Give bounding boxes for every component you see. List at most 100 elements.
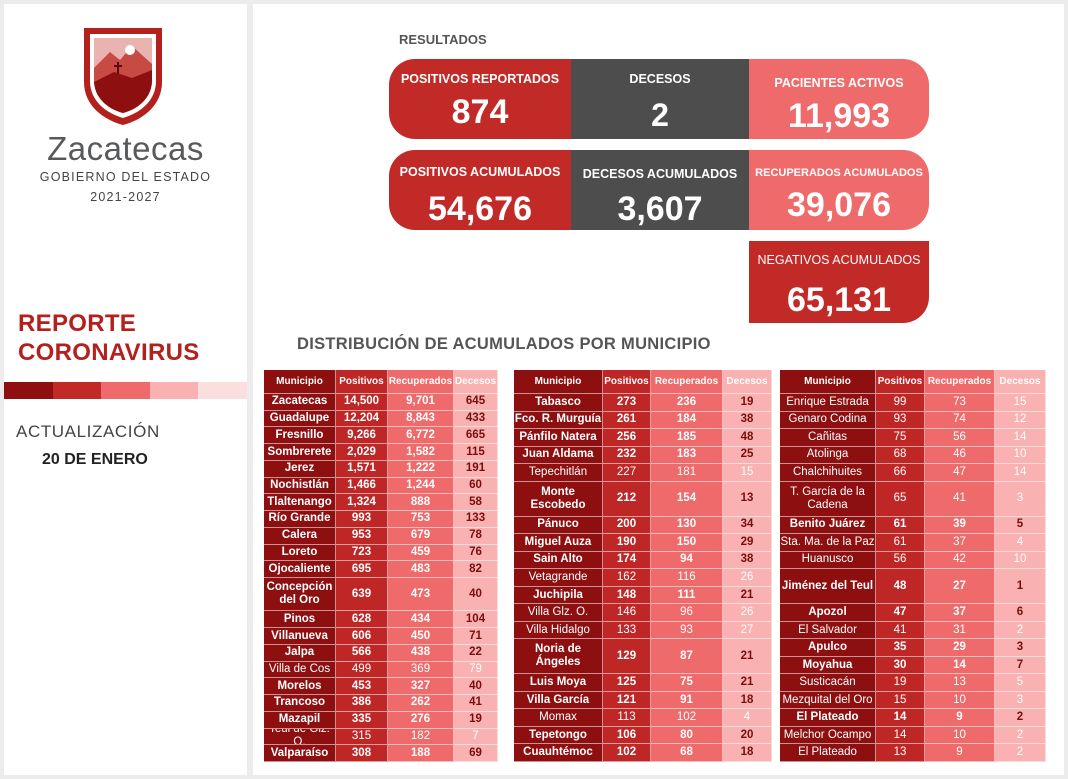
cell-recuperados: 8,843 [388, 410, 454, 428]
cell-recuperados: 80 [651, 726, 723, 745]
table-row: Miguel Auza 190 150 29 [514, 534, 772, 552]
cell-municipio: Villa García [514, 691, 603, 710]
cell-recuperados: 29 [925, 639, 995, 657]
cell-municipio: Morelos [264, 678, 336, 696]
cell-recuperados: 184 [651, 411, 723, 430]
cell-decesos: 7 [454, 728, 498, 746]
update-date: 20 DE ENERO [42, 451, 148, 468]
cell-decesos: 18 [723, 691, 772, 710]
distribution-title: DISTRIBUCIÓN DE ACUMULADOS POR MUNICIPIO [297, 335, 711, 353]
cell-municipio: Calera [264, 527, 336, 545]
cell-recuperados: 42 [925, 551, 995, 570]
cell-municipio: El Plateado [780, 744, 876, 762]
cell-decesos: 14 [995, 429, 1046, 447]
cell-municipio: Genaro Codina [780, 411, 876, 430]
cell-decesos: 5 [995, 516, 1046, 535]
cell-recuperados: 450 [388, 628, 454, 645]
cell-positivos: 606 [336, 628, 388, 645]
cell-decesos: 2 [995, 621, 1046, 640]
cell-municipio: Villa Glz. O. [514, 604, 603, 622]
cell-decesos: 58 [454, 494, 498, 512]
cell-recuperados: 327 [388, 678, 454, 696]
cell-decesos: 34 [723, 516, 772, 535]
card-value: 65,131 [787, 281, 891, 319]
cell-recuperados: 188 [388, 745, 454, 762]
cell-decesos: 3 [995, 691, 1046, 710]
municipio-table-1: Municipio Positivos Recuperados Decesos Zaca… [264, 370, 498, 762]
cell-decesos: 3 [995, 639, 1046, 657]
cell-recuperados: 276 [388, 711, 454, 729]
cell-recuperados: 182 [388, 728, 454, 746]
table-row: Concepción del Oro 639 473 40 [264, 578, 498, 612]
cell-decesos: 48 [723, 429, 772, 447]
cell-positivos: 566 [336, 644, 388, 662]
cell-recuperados: 130 [651, 516, 723, 535]
cell-positivos: 14 [876, 726, 925, 745]
cell-municipio: Noria de Ángeles [514, 639, 603, 675]
cell-positivos: 308 [336, 745, 388, 762]
stripe-red [52, 382, 102, 399]
cell-positivos: 232 [603, 446, 651, 465]
table-row: Vetagrande 162 116 26 [514, 569, 772, 587]
cell-municipio: Pánfilo Natera [514, 429, 603, 447]
table-row: Noria de Ángeles 129 87 21 [514, 639, 772, 675]
table-row: Ojocaliente 695 483 82 [264, 561, 498, 578]
table-row: Susticacán 19 13 5 [780, 674, 1046, 692]
table-row: Villa Hidalgo 133 93 27 [514, 621, 772, 640]
cell-positivos: 273 [603, 394, 651, 412]
cell-recuperados: 9,701 [388, 394, 454, 411]
table-row: Apulco 35 29 3 [780, 639, 1046, 657]
header-recuperados: Recuperados [388, 370, 454, 394]
cell-positivos: 1,571 [336, 460, 388, 478]
cell-positivos: 93 [876, 411, 925, 430]
cell-recuperados: 96 [651, 604, 723, 622]
cell-recuperados: 262 [388, 695, 454, 712]
color-stripes [4, 382, 247, 399]
cell-decesos: 38 [723, 551, 772, 570]
cell-positivos: 56 [876, 551, 925, 570]
cell-decesos: 433 [454, 410, 498, 428]
cell-municipio: Pinos [264, 611, 336, 629]
table-row: Sain Alto 174 94 38 [514, 551, 772, 570]
table-row: Jiménez del Teul 48 27 1 [780, 569, 1046, 605]
cell-recuperados: 183 [651, 446, 723, 465]
cell-decesos: 25 [723, 446, 772, 465]
table-row: Tabasco 273 236 19 [514, 394, 772, 412]
table-row: Villanueva 606 450 71 [264, 628, 498, 645]
cell-municipio: Mazapil [264, 711, 336, 729]
cell-decesos: 104 [454, 611, 498, 629]
cell-decesos: 21 [723, 586, 772, 605]
cell-decesos: 29 [723, 534, 772, 552]
table-row: Tepetongo 106 80 20 [514, 726, 772, 745]
cell-recuperados: 10 [925, 691, 995, 710]
stripe-medium-red [101, 382, 150, 399]
cell-municipio: Momax [514, 709, 603, 727]
cell-recuperados: 236 [651, 394, 723, 412]
table-header-row: Municipio Positivos Recuperados Decesos [780, 370, 1046, 394]
cell-positivos: 315 [336, 728, 388, 746]
cell-positivos: 212 [603, 481, 651, 517]
header-positivos: Positivos [603, 370, 651, 394]
table-row: Nochistlán 1,466 1,244 60 [264, 477, 498, 495]
cell-decesos: 19 [454, 711, 498, 729]
cell-positivos: 200 [603, 516, 651, 535]
cell-municipio: Jerez [264, 460, 336, 478]
card-pacientes-activos: PACIENTES ACTIVOS 11,993 [749, 59, 929, 139]
cell-positivos: 335 [336, 711, 388, 729]
cell-positivos: 102 [603, 744, 651, 762]
cell-municipio: Cuauhtémoc [514, 744, 603, 762]
cell-municipio: Concepción del Oro [264, 578, 336, 612]
card-value: 54,676 [428, 190, 532, 228]
cell-municipio: Luis Moya [514, 674, 603, 692]
cell-recuperados: 93 [651, 621, 723, 640]
brand-subtitle: GOBIERNO DEL ESTADO [39, 170, 212, 184]
cell-positivos: 48 [876, 569, 925, 605]
cell-recuperados: 47 [925, 464, 995, 482]
table-row: Melchor Ocampo 14 10 2 [780, 726, 1046, 745]
cell-decesos: 21 [723, 639, 772, 675]
header-decesos: Decesos [995, 370, 1046, 394]
cell-positivos: 227 [603, 464, 651, 482]
cell-positivos: 15 [876, 691, 925, 710]
cell-positivos: 41 [876, 621, 925, 640]
cell-decesos: 3 [995, 481, 1046, 517]
